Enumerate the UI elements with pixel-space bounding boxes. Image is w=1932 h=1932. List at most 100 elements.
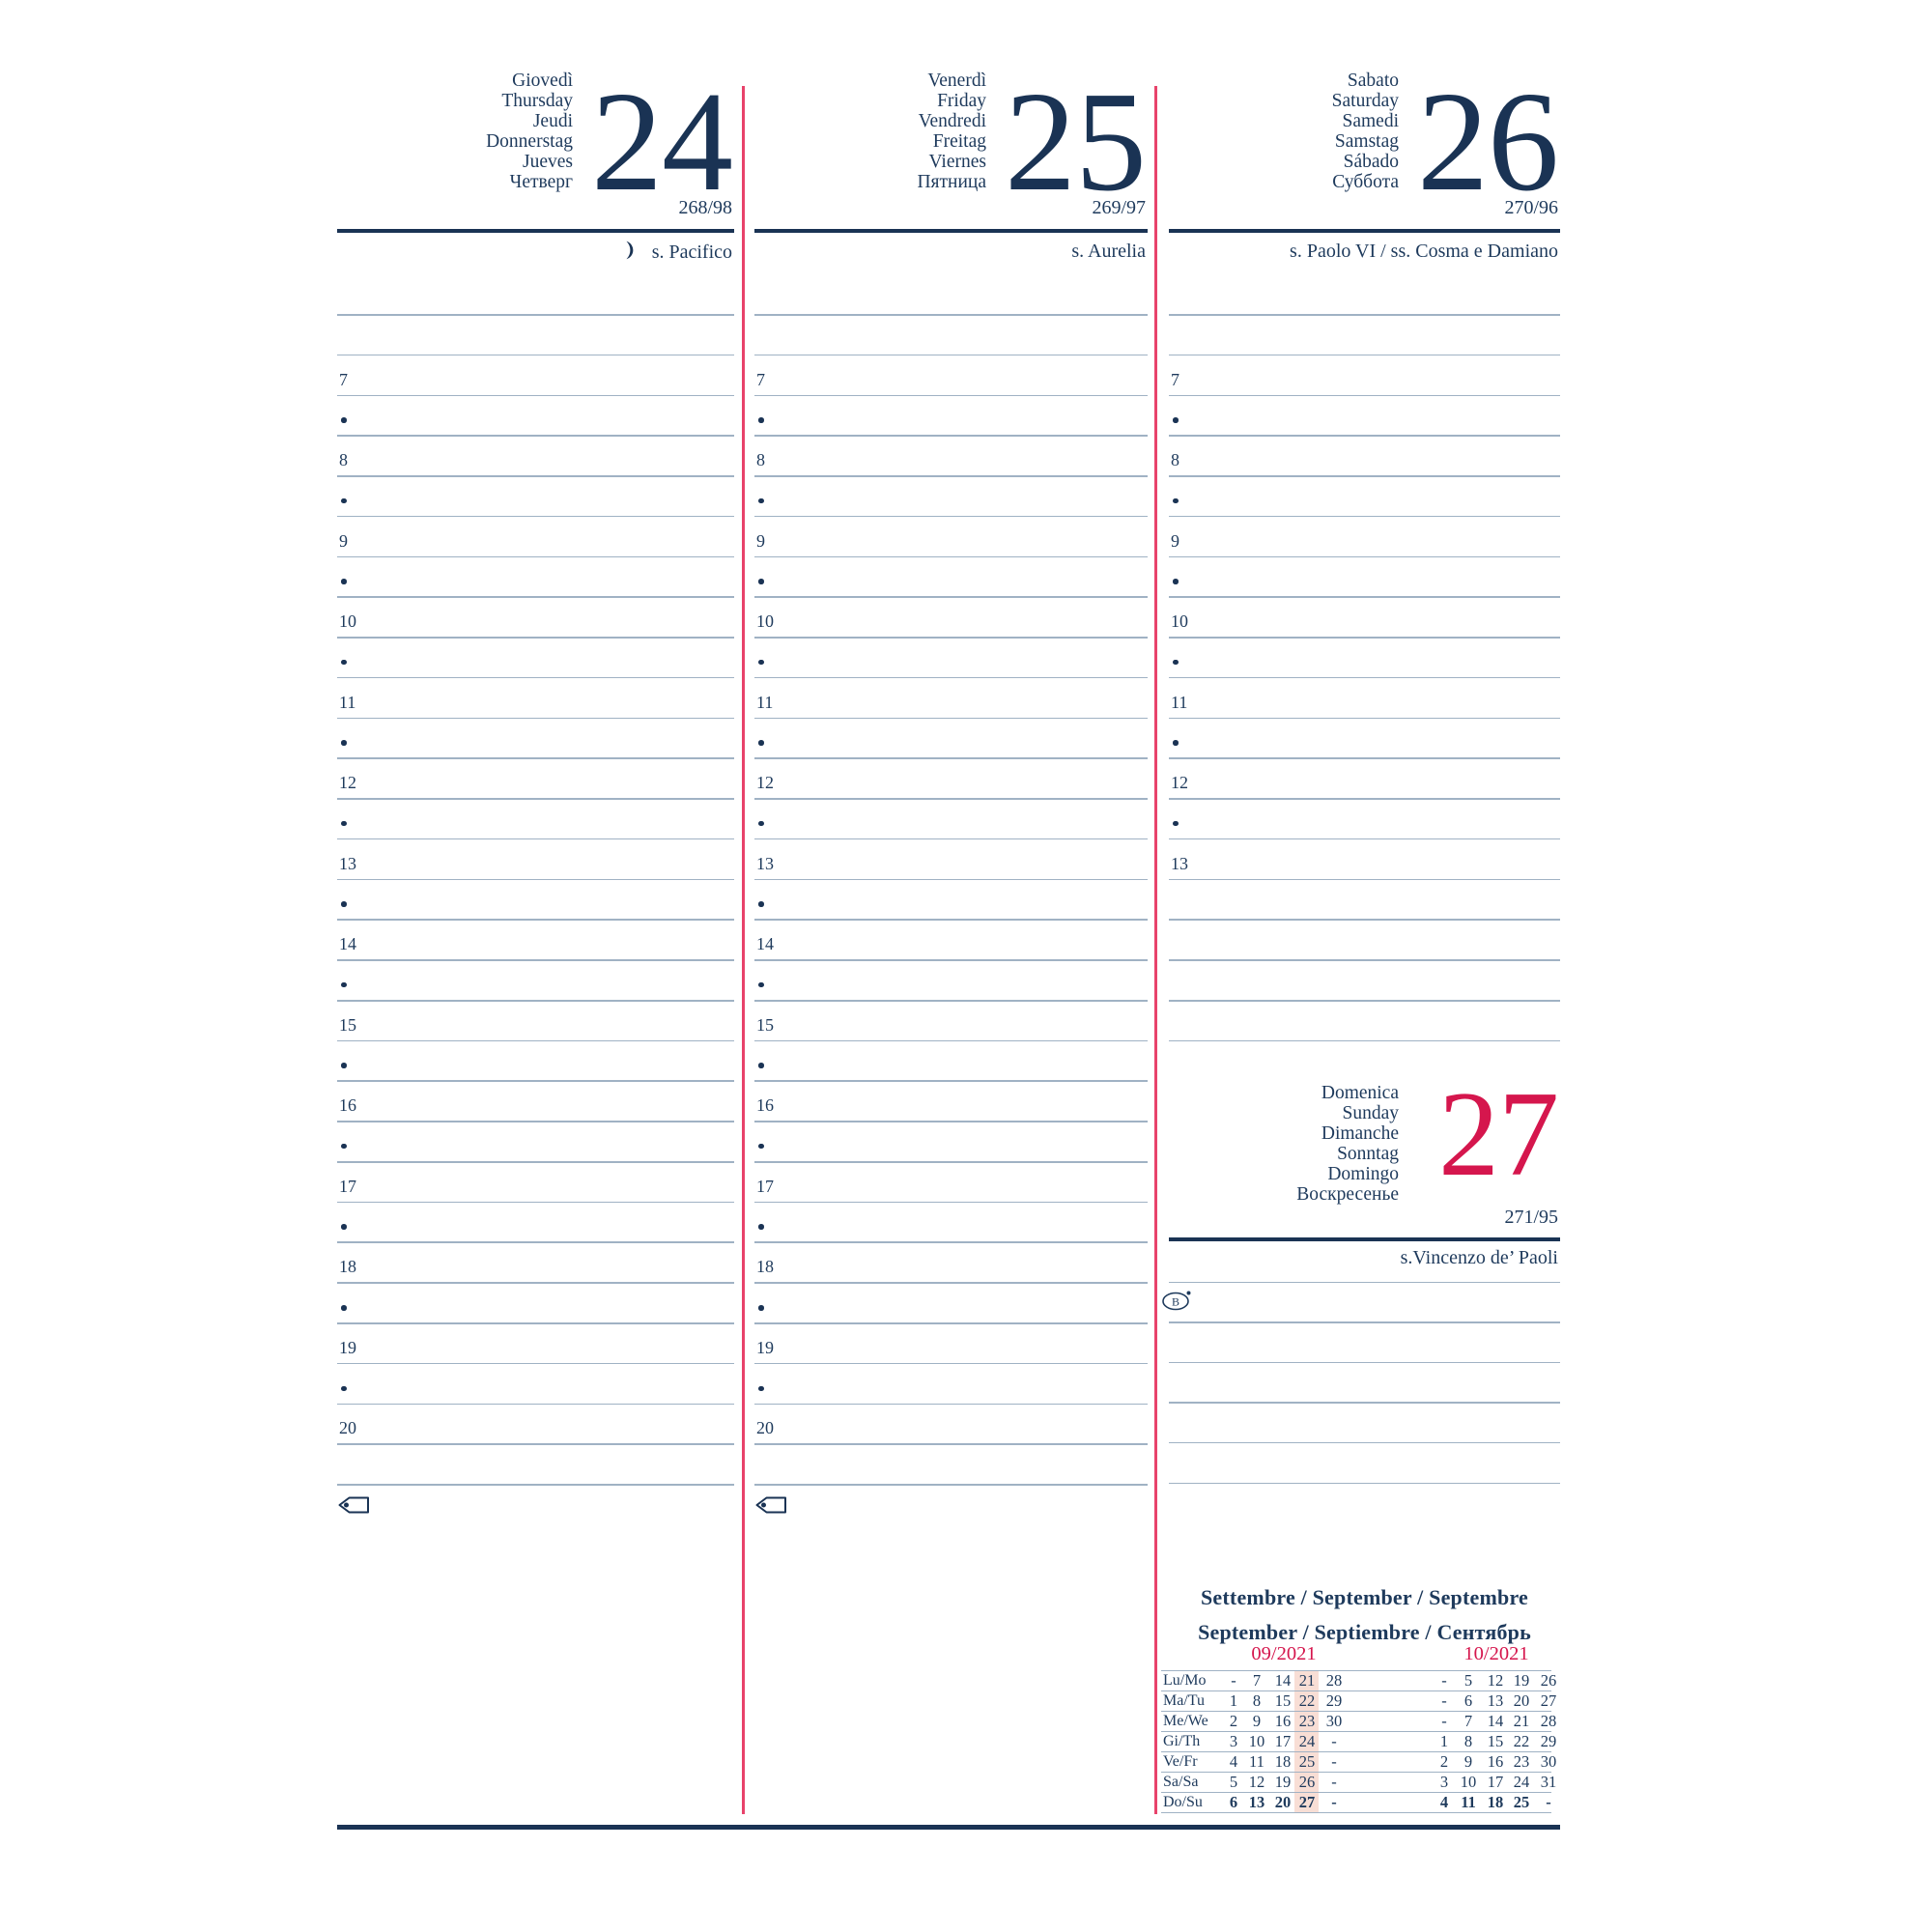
hour-label: 8 (756, 450, 765, 470)
writing-line (1169, 637, 1560, 639)
calendar-cell: 28 (1325, 1671, 1343, 1690)
writing-line (754, 637, 1148, 639)
day-name-line: Четверг (509, 172, 573, 193)
writing-line (1169, 919, 1560, 921)
page-bottom-rule (337, 1825, 1560, 1830)
writing-line (1169, 1321, 1560, 1323)
weekday-label: Me/We (1163, 1713, 1208, 1729)
saint-name: s. Paolo VI / ss. Cosma e Damiano (1290, 241, 1558, 262)
writing-line (754, 515, 1148, 518)
writing-line (754, 314, 1148, 316)
half-hour-dot (758, 901, 764, 907)
writing-line (337, 959, 734, 961)
writing-line (754, 596, 1148, 598)
day-name-line: Sábado (1343, 152, 1399, 173)
writing-line (337, 919, 734, 921)
writing-line (754, 555, 1148, 558)
writing-line (1169, 798, 1560, 800)
hour-label: 15 (756, 1014, 774, 1035)
calendar-row-rule (1161, 1812, 1551, 1814)
hour-label: 19 (756, 1337, 774, 1357)
calendar-cell: 6 (1463, 1691, 1473, 1710)
calendar-cell: - (1331, 1793, 1337, 1811)
day-name-line: Dimanche (1321, 1123, 1399, 1145)
writing-line (337, 394, 734, 397)
hour-label: 7 (339, 369, 348, 389)
weekday-label: Do/Su (1163, 1794, 1203, 1810)
writing-line (1169, 475, 1560, 477)
writing-line (337, 1484, 734, 1486)
writing-line (754, 1484, 1148, 1486)
calendar-cell: 18 (1274, 1752, 1292, 1771)
calendar-cell: 10 (1460, 1773, 1477, 1791)
day-header-rule (1169, 1237, 1560, 1241)
writing-line (754, 475, 1148, 477)
day-name-line: Jueves (523, 152, 573, 173)
calendar-cell: 3 (1439, 1773, 1449, 1791)
half-hour-dot (1173, 659, 1179, 666)
saint-row: s. Paolo VI / ss. Cosma e Damiano (1290, 241, 1558, 262)
writing-line (754, 1160, 1148, 1163)
hour-label: 20 (756, 1418, 774, 1438)
writing-line (754, 1080, 1148, 1083)
writing-line (337, 354, 734, 356)
writing-line (754, 1322, 1148, 1324)
day-name-line: Domingo (1327, 1164, 1399, 1185)
mini-calendar-title: September / Septiembre / Сентябрь (1198, 1620, 1531, 1644)
hour-label: 7 (756, 369, 765, 389)
calendar-cell: 11 (1249, 1752, 1264, 1771)
calendar-row-rule (1161, 1711, 1551, 1713)
half-hour-dot (1173, 820, 1179, 827)
day-name-line: Vendredi (918, 111, 986, 132)
calendar-cell: 21 (1513, 1712, 1530, 1730)
mini-calendar-title: Settembre / September / Septembre (1201, 1585, 1528, 1609)
calendar-cell: 14 (1487, 1712, 1504, 1730)
writing-line (337, 838, 734, 840)
bookmark-arrow-icon (755, 1496, 786, 1514)
hour-label: 14 (339, 934, 356, 954)
calendar-cell: 14 (1274, 1671, 1292, 1690)
day-name-line: Freitag (932, 131, 986, 153)
calendar-cell: 4 (1439, 1793, 1449, 1811)
weekday-label: Sa/Sa (1163, 1774, 1199, 1790)
writing-line (1169, 717, 1560, 720)
half-hour-dot (341, 497, 347, 504)
svg-text:B: B (1172, 1295, 1179, 1309)
writing-line (337, 999, 734, 1002)
hour-label: 8 (339, 450, 348, 470)
half-hour-dot (1173, 497, 1179, 504)
calendar-cell: 9 (1252, 1712, 1262, 1730)
half-hour-dot (758, 417, 764, 423)
writing-line (1169, 1441, 1560, 1444)
day-name-line: Jeudi (532, 111, 573, 132)
day-name-line: Samedi (1342, 111, 1400, 132)
hour-label: 13 (339, 853, 356, 873)
day-number: 24 (591, 63, 733, 221)
day-ordinal: 270/96 (1504, 197, 1558, 218)
calendar-cell: 22 (1298, 1691, 1316, 1710)
writing-line (754, 1039, 1148, 1042)
calendar-cell: 24 (1298, 1732, 1316, 1750)
calendar-cell: 5 (1463, 1671, 1473, 1690)
day-name-line: Friday (937, 91, 986, 112)
calendar-cell: 29 (1540, 1732, 1557, 1750)
hour-label: 9 (339, 530, 348, 551)
half-hour-dot (1173, 579, 1179, 584)
writing-line (337, 1201, 734, 1204)
half-hour-dot (341, 579, 347, 584)
hour-label: 19 (339, 1337, 356, 1357)
calendar-row-rule (1161, 1731, 1551, 1733)
writing-line (754, 878, 1148, 881)
half-hour-dot (341, 740, 347, 746)
weekday-label: Lu/Mo (1163, 1672, 1207, 1689)
calendar-cell: - (1441, 1691, 1447, 1710)
writing-line (1169, 838, 1560, 840)
half-hour-dot (341, 981, 347, 988)
calendar-cell: 11 (1461, 1793, 1476, 1811)
writing-line (1169, 676, 1560, 679)
calendar-cell: - (1231, 1671, 1236, 1690)
calendar-cell: 12 (1248, 1773, 1265, 1791)
hour-label: 12 (756, 773, 774, 793)
hour-label: 16 (756, 1095, 774, 1116)
column-divider-line (1154, 86, 1157, 1814)
